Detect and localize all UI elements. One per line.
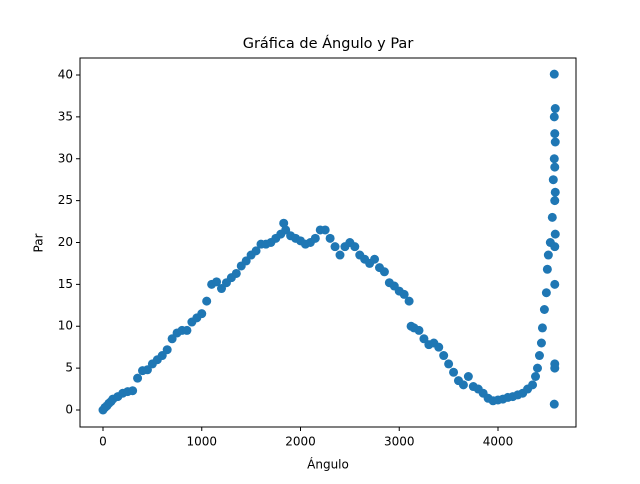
point xyxy=(542,264,552,274)
axes-frame xyxy=(79,57,577,428)
point xyxy=(320,225,330,235)
point xyxy=(463,371,473,381)
point xyxy=(550,137,560,147)
point xyxy=(217,284,227,294)
point xyxy=(449,367,459,377)
point xyxy=(241,256,251,266)
x-tick-label: 4000 xyxy=(483,435,514,449)
y-tick-label: 35 xyxy=(58,109,73,123)
point xyxy=(550,363,560,373)
point xyxy=(458,380,468,390)
point xyxy=(281,225,291,235)
x-tick-label: 2000 xyxy=(285,435,316,449)
point xyxy=(550,279,560,289)
point xyxy=(434,342,444,352)
point xyxy=(548,175,558,185)
point xyxy=(550,129,560,139)
point xyxy=(335,250,345,260)
point xyxy=(128,386,138,396)
point xyxy=(550,104,560,114)
x-tick-label: 3000 xyxy=(384,435,415,449)
point xyxy=(543,250,553,260)
point xyxy=(414,325,424,335)
point xyxy=(547,212,557,222)
x-tick-label: 1000 xyxy=(186,435,217,449)
point xyxy=(212,277,222,287)
point xyxy=(549,69,559,79)
point xyxy=(528,380,538,390)
point xyxy=(539,304,549,314)
x-axis-label: Ángulo xyxy=(307,457,349,472)
y-tick-label: 25 xyxy=(58,193,73,207)
y-tick-label: 5 xyxy=(65,361,73,375)
point xyxy=(550,162,560,172)
point xyxy=(350,242,360,252)
point xyxy=(251,246,261,256)
point xyxy=(379,267,389,277)
y-axis-label: Par xyxy=(32,233,46,252)
point xyxy=(532,363,542,373)
y-tick-label: 30 xyxy=(58,151,73,165)
point xyxy=(167,334,177,344)
point xyxy=(549,154,559,164)
point xyxy=(133,373,143,383)
y-tick-label: 40 xyxy=(58,68,73,82)
point xyxy=(370,254,380,264)
point xyxy=(537,323,547,333)
point xyxy=(439,351,449,361)
point xyxy=(550,187,560,197)
point xyxy=(231,268,241,278)
point xyxy=(549,399,559,409)
point xyxy=(202,296,212,306)
point xyxy=(531,371,541,381)
point xyxy=(404,296,414,306)
point xyxy=(162,345,172,355)
point xyxy=(550,242,560,252)
point xyxy=(541,288,551,298)
chart-title: Gráfica de Ángulo y Par xyxy=(243,35,414,52)
point xyxy=(330,242,340,252)
point xyxy=(142,365,152,375)
point xyxy=(182,325,192,335)
point xyxy=(399,289,409,299)
point xyxy=(550,229,560,239)
point xyxy=(310,233,320,243)
x-tick-label: 0 xyxy=(99,435,107,449)
y-tick-label: 10 xyxy=(58,319,73,333)
y-tick-label: 0 xyxy=(65,402,73,416)
plot-area xyxy=(98,69,560,415)
y-tick-label: 20 xyxy=(58,235,73,249)
point xyxy=(325,233,335,243)
point xyxy=(534,351,544,361)
point xyxy=(157,351,167,361)
point xyxy=(444,359,454,369)
y-tick-label: 15 xyxy=(58,277,73,291)
point xyxy=(197,309,207,319)
point xyxy=(549,112,559,122)
point xyxy=(536,338,546,348)
point xyxy=(550,196,560,206)
point xyxy=(419,334,429,344)
